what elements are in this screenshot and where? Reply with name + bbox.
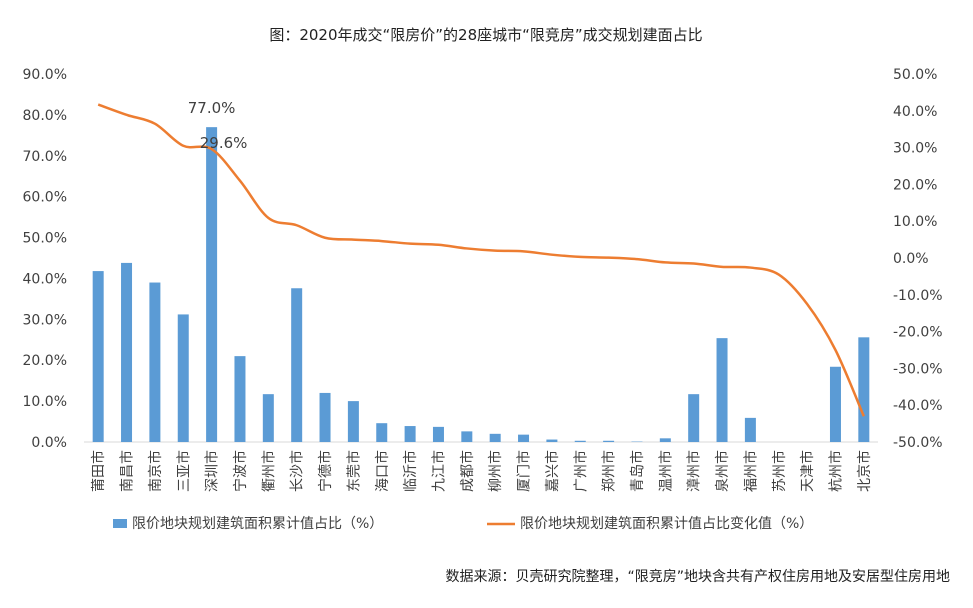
left-axis-tick-label: 20.0% (23, 353, 67, 369)
category-label: 天津市 (799, 450, 816, 492)
line-series (97, 103, 865, 417)
category-label: 杭州市 (827, 450, 844, 492)
right-axis-tick-label: -50.0% (893, 435, 943, 451)
left-axis-tick-label: 90.0% (23, 67, 67, 83)
legend: 限价地块规划建筑面积累计值占比（%） 限价地块规划建筑面积累计值占比变化值（%） (113, 516, 813, 532)
right-axis-tick-label: 40.0% (893, 104, 937, 120)
right-axis-tick-label: -10.0% (893, 288, 943, 304)
bar (489, 433, 501, 442)
category-label: 温州市 (657, 450, 674, 492)
bar (688, 394, 700, 442)
category-label: 漳州市 (686, 450, 703, 492)
bar (744, 417, 756, 442)
bar (262, 394, 274, 442)
bar (546, 439, 558, 442)
right-axis-tick-label: -40.0% (893, 398, 943, 414)
left-axis-tick-label: 50.0% (23, 231, 67, 247)
right-axis-tick-label: 20.0% (893, 177, 937, 193)
data-label: 29.6% (200, 134, 248, 152)
category-label: 莆田市 (90, 450, 107, 492)
category-label: 苏州市 (771, 450, 788, 492)
bar-series (92, 127, 870, 443)
category-label: 厦门市 (516, 450, 533, 492)
bar (177, 314, 189, 442)
legend-bar-swatch (113, 519, 127, 528)
bar (858, 337, 870, 442)
category-label: 宁德市 (317, 450, 334, 492)
category-label: 衢州市 (260, 450, 277, 492)
bar (716, 338, 728, 442)
legend-bar-label: 限价地块规划建筑面积累计值占比（%） (132, 516, 383, 532)
left-axis: 0.0% 10.0% 20.0% 30.0% 40.0% 50.0% 60.0% 70.0% 8… (23, 67, 67, 451)
bar (376, 423, 388, 442)
category-label: 南昌市 (119, 450, 136, 492)
bar (234, 356, 246, 442)
bar (404, 426, 416, 442)
data-labels: 77.0% 29.6% (188, 99, 248, 152)
bar (432, 426, 444, 442)
category-label: 郑州市 (601, 450, 618, 492)
left-axis-tick-label: 80.0% (23, 108, 67, 124)
right-axis: -50.0% -40.0% -30.0% -20.0% -10.0% 0.0% 10.0% 2… (893, 67, 943, 451)
right-axis-tick-label: 50.0% (893, 67, 937, 83)
category-label: 青岛市 (629, 450, 646, 492)
bar (574, 440, 586, 442)
left-axis-tick-label: 30.0% (23, 312, 67, 328)
right-axis-tick-label: 10.0% (893, 214, 937, 230)
category-label: 北京市 (856, 450, 873, 492)
category-label: 柳州市 (487, 450, 504, 492)
data-label: 77.0% (188, 99, 236, 117)
category-label: 长沙市 (289, 450, 306, 492)
category-label: 三亚市 (175, 450, 192, 492)
category-label: 海口市 (374, 450, 391, 492)
bar (149, 282, 161, 442)
bar (518, 434, 530, 442)
left-axis-tick-label: 70.0% (23, 149, 67, 165)
bar (603, 440, 615, 442)
left-axis-tick-label: 10.0% (23, 394, 67, 410)
category-label: 福州市 (742, 450, 759, 492)
category-label: 临沂市 (402, 450, 419, 492)
left-axis-tick-label: 40.0% (23, 271, 67, 287)
category-label: 东莞市 (345, 450, 362, 492)
bar (319, 392, 331, 442)
bar (206, 127, 218, 443)
right-axis-tick-label: -30.0% (893, 361, 943, 377)
right-axis-tick-label: 30.0% (893, 141, 937, 157)
bar (659, 438, 671, 442)
category-label: 九江市 (430, 450, 447, 492)
legend-line-label: 限价地块规划建筑面积累计值占比变化值（%） (520, 516, 813, 532)
source-note: 数据来源：贝壳研究院整理，“限竞房”地块含共有产权住房用地及安居型住房用地 (445, 568, 950, 585)
category-label: 广州市 (572, 450, 589, 492)
bar (347, 401, 359, 442)
category-label: 宁波市 (232, 450, 249, 492)
bar (92, 271, 104, 442)
category-label: 南京市 (147, 450, 164, 492)
category-label: 深圳市 (204, 450, 221, 492)
category-labels: 莆田市 南昌市 南京市 三亚市 深圳市 宁波市 衢州市 长沙市 宁德市 东莞市 海口市 临沂市 九江市成… (90, 450, 873, 492)
bar (829, 366, 841, 442)
category-label: 成都市 (459, 450, 476, 492)
category-label: 嘉兴市 (544, 450, 561, 492)
category-label: 泉州市 (714, 450, 731, 492)
left-axis-tick-label: 60.0% (23, 190, 67, 206)
bar (121, 262, 133, 442)
right-axis-tick-label: 0.0% (893, 251, 929, 267)
bar (291, 288, 303, 442)
right-axis-tick-label: -20.0% (893, 325, 943, 341)
bar (461, 431, 473, 442)
left-axis-tick-label: 0.0% (31, 435, 67, 451)
chart-title: 图：2020年成交“限房价”的28座城市“限竞房”成交规划建面占比 (269, 26, 702, 44)
